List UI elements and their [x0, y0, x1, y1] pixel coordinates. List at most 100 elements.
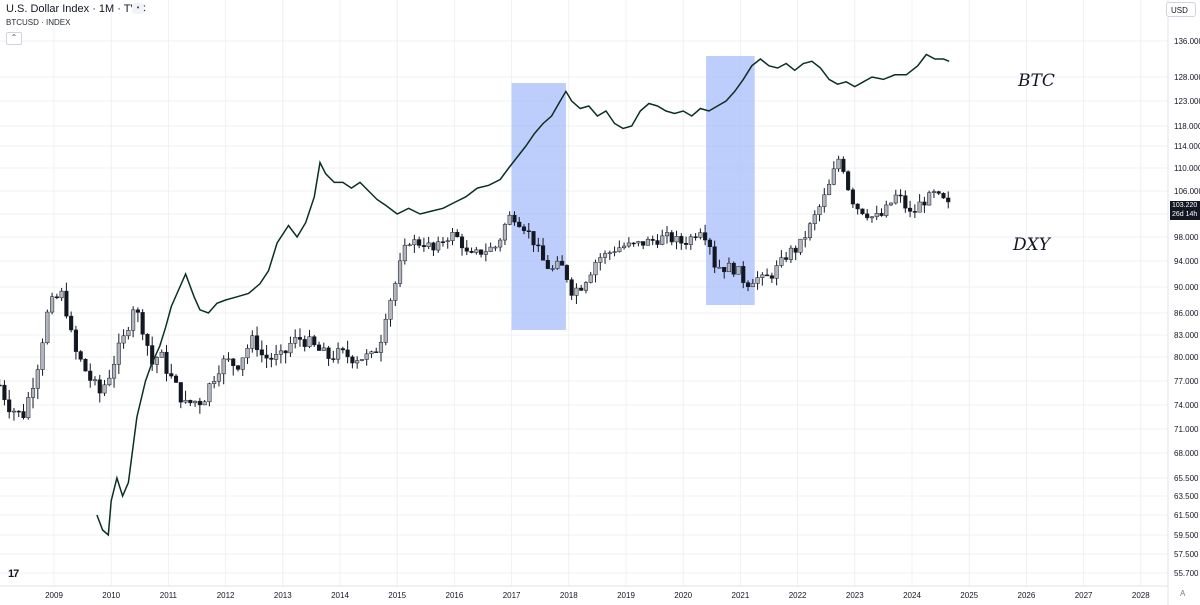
candle-body: [459, 236, 465, 249]
candle-body: [750, 283, 755, 288]
candle-body: [131, 309, 136, 331]
candle-body: [479, 249, 484, 255]
candle-body: [355, 360, 360, 364]
candle-body: [293, 337, 298, 344]
candle-body: [197, 400, 202, 406]
highlight-region: [511, 83, 566, 330]
candle-body: [521, 226, 527, 231]
candle-body: [326, 347, 331, 359]
candle-body: [92, 379, 98, 382]
candle-body: [183, 399, 188, 403]
candle-body: [483, 251, 488, 255]
candle-body: [264, 354, 269, 359]
candle-body: [102, 384, 107, 394]
price-tick-label: 55.700: [1174, 569, 1199, 578]
candle-body: [455, 231, 460, 238]
candle-body: [40, 342, 45, 370]
candle-body: [45, 311, 50, 344]
time-tick-label: 2012: [217, 591, 235, 600]
time-tick-label: 2023: [846, 591, 864, 600]
price-tick-label: 123.000: [1174, 97, 1200, 106]
candle-body: [474, 249, 479, 253]
candle-body: [545, 259, 550, 269]
candle-body: [374, 351, 379, 353]
candle-body: [912, 211, 917, 213]
time-tick-label: 2026: [1018, 591, 1036, 600]
candle-body: [488, 246, 493, 252]
time-tick-label: 2013: [274, 591, 292, 600]
candle-body: [316, 344, 322, 351]
time-tick-label: 2022: [789, 591, 807, 600]
candle-body: [359, 359, 364, 361]
candle-body: [255, 335, 260, 351]
last-price-value: 103.220: [1172, 202, 1198, 209]
candle-body: [169, 373, 174, 377]
price-tick-label: 136.000: [1174, 37, 1200, 46]
candle-body: [717, 267, 722, 269]
candle-body: [760, 274, 765, 278]
tradingview-logo[interactable]: 17: [8, 568, 19, 580]
candle-body: [674, 236, 679, 243]
currency-selector[interactable]: USD: [1166, 2, 1196, 17]
candle-body: [450, 231, 455, 241]
bar-countdown: 26d 14h: [1172, 211, 1198, 218]
candle-body: [898, 194, 903, 197]
time-tick-label: 2018: [560, 591, 578, 600]
candle-body: [684, 243, 689, 245]
price-tick-label: 80.000: [1174, 353, 1199, 362]
candle-body: [707, 239, 712, 247]
price-axis[interactable]: 136.000 128.000 123.000 118.000 114.000 110.0…: [1174, 37, 1200, 578]
candle-body: [345, 349, 350, 358]
candle-body: [107, 377, 112, 386]
candle-body: [502, 224, 507, 241]
dxy-annotation: DXY: [1013, 235, 1050, 255]
price-tick-label: 110.000: [1174, 164, 1200, 173]
price-tick-label: 57.500: [1174, 550, 1199, 559]
candle-body: [541, 245, 546, 261]
candle-body: [664, 232, 670, 237]
candle-body: [135, 309, 140, 313]
candle-body: [602, 253, 608, 258]
candle-body: [803, 237, 808, 240]
candle-body: [431, 242, 436, 251]
candle-body: [445, 240, 450, 243]
time-tick-label: 2024: [903, 591, 921, 600]
candle-body: [498, 239, 503, 248]
candle-body: [383, 318, 388, 343]
chart-grid: [0, 0, 1168, 586]
candle-body: [688, 236, 693, 245]
candle-body: [440, 241, 446, 243]
time-tick-label: 2020: [674, 591, 692, 600]
candle-body: [278, 350, 283, 355]
candle-body: [50, 296, 55, 313]
price-tick-label: 61.500: [1174, 511, 1199, 520]
collapse-legend-icon[interactable]: ⌃: [6, 32, 22, 45]
candle-body: [698, 232, 703, 238]
candle-body: [83, 358, 88, 372]
auto-scale-button[interactable]: A: [1180, 589, 1186, 598]
btc-line-series: [96, 53, 950, 537]
candle-body: [526, 230, 531, 232]
candle-body: [755, 277, 760, 284]
symbol-title[interactable]: U.S. Dollar Index · 1M · TVC: [6, 3, 146, 15]
candle-body: [493, 246, 498, 249]
price-tick-label: 118.000: [1174, 122, 1200, 131]
candle-body: [793, 247, 798, 253]
candle-body: [831, 168, 836, 185]
price-tick-label: 86.000: [1174, 309, 1199, 318]
candle-body: [426, 242, 431, 247]
candle-body: [850, 189, 855, 205]
time-axis[interactable]: 2009 2010 2011 2012 2013 2014 2015 2016 2017 2018…: [45, 591, 1150, 600]
price-tick-label: 68.000: [1174, 449, 1199, 458]
candle-body: [11, 410, 17, 413]
overlay-symbol-label[interactable]: BTCUSD · INDEX: [6, 18, 71, 27]
candle-body: [788, 247, 793, 260]
more-options-icon[interactable]: •: [132, 3, 144, 14]
candle-body: [7, 399, 12, 413]
candle-body: [417, 239, 422, 246]
candle-body: [555, 260, 560, 269]
candle-body: [893, 194, 898, 204]
candle-body: [607, 252, 612, 254]
candle-body: [822, 194, 827, 207]
